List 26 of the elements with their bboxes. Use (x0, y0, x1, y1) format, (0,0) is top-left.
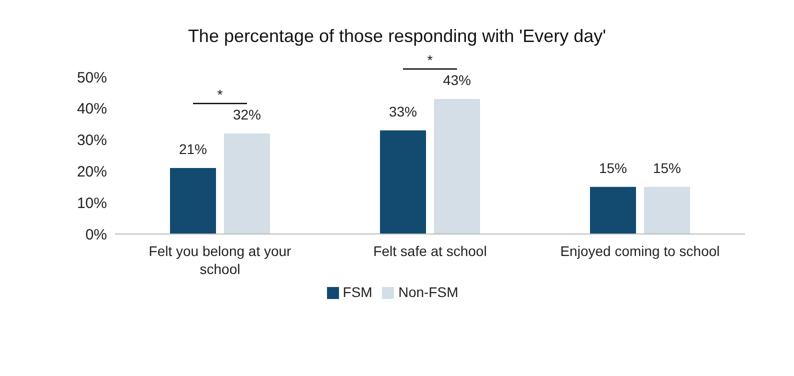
legend-label: FSM (342, 284, 372, 300)
data-label: 21% (178, 141, 208, 158)
data-label: 33% (388, 103, 418, 120)
bar (380, 130, 426, 234)
y-tick-label: 50% (76, 69, 107, 86)
bar (224, 134, 270, 234)
y-tick-label: 20% (76, 164, 107, 181)
bar (170, 168, 216, 234)
x-tick-label: Felt you belong at your school (148, 243, 292, 277)
x-tick-label: Enjoyed coming to school (560, 243, 720, 259)
data-label: 43% (442, 72, 472, 88)
data-label: 15% (652, 160, 682, 176)
text: * (427, 52, 434, 68)
y-tick-label: 40% (76, 100, 107, 118)
y-tick-label: 0% (85, 226, 107, 244)
data-label: 32% (232, 106, 262, 123)
chart-title: The percentage of those responding with 'Every day' (186, 26, 608, 47)
bar (590, 186, 636, 234)
bar (434, 98, 480, 234)
legend-label: Non-FSM (398, 284, 458, 300)
annotation: * (217, 86, 224, 103)
y-tick-label: 10% (76, 194, 107, 212)
data-label: 15% (598, 160, 628, 176)
x-tick-label: Felt safe at school (373, 243, 487, 259)
bar (644, 186, 690, 234)
y-tick-label: 30% (76, 132, 107, 150)
